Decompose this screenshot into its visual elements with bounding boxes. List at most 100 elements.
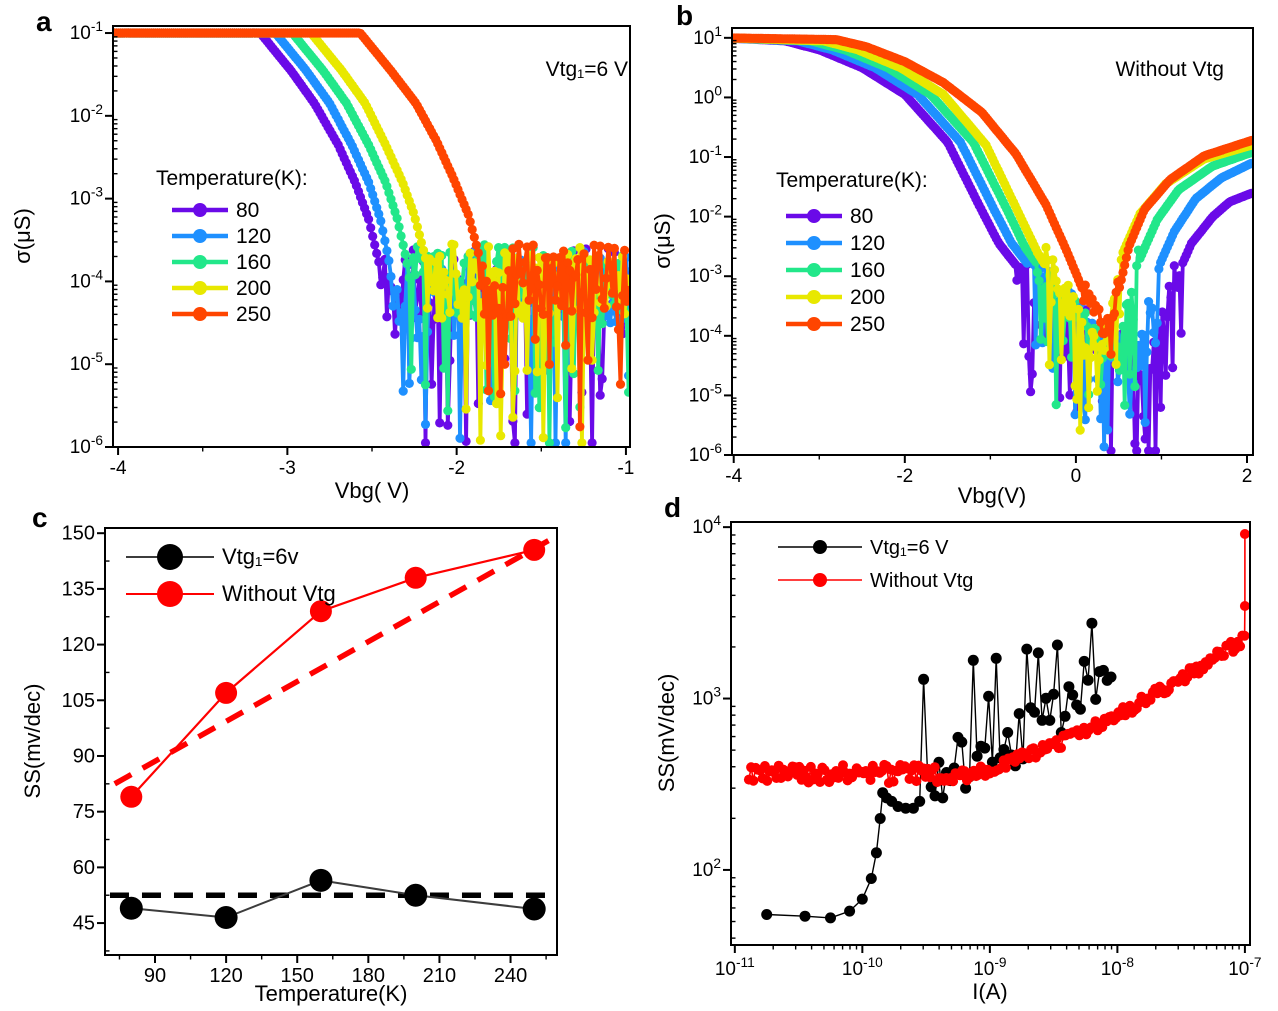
- panel-c-legend-item-1: Without Vtg: [222, 581, 336, 606]
- panel-a-legend-item-1: 120: [236, 225, 271, 248]
- panel-a-y-axis: 10-1 10-2 10-3 10-4 10-5 10-6: [70, 19, 118, 458]
- panel-b-legend-item-1: 120: [850, 232, 885, 255]
- svg-text:10-3: 10-3: [689, 262, 723, 287]
- svg-text:0: 0: [1071, 466, 1082, 487]
- panel-d-y-axis: 102 103 104: [692, 513, 736, 939]
- panel-c-series-markers-0: [119, 868, 546, 929]
- panel-b-annotation: Without Vtg: [1115, 58, 1224, 81]
- panel-b-y-axis-title: σ(μS): [650, 213, 675, 269]
- svg-text:10-1: 10-1: [689, 143, 722, 168]
- panel-c: 90 120 150 180 210 24045607590105120135150Tem…: [20, 523, 558, 1006]
- panel-a-series-markers-4: [113, 28, 630, 432]
- svg-text:10-1: 10-1: [70, 19, 103, 44]
- panel-c-trendline-1: [113, 538, 550, 787]
- panel-b-x-axis-title: Vbg(V): [958, 483, 1026, 508]
- panel-d-y-axis-title: SS(mV/dec): [654, 674, 679, 793]
- svg-text:75: 75: [73, 801, 95, 823]
- panel-b-legend-item-4: 250: [850, 313, 885, 336]
- svg-text:10-6: 10-6: [70, 433, 104, 458]
- svg-text:150: 150: [62, 523, 95, 545]
- svg-text:60: 60: [73, 857, 95, 879]
- svg-text:10-2: 10-2: [689, 203, 722, 228]
- svg-text:10-8: 10-8: [1101, 955, 1135, 980]
- svg-text:180: 180: [352, 965, 385, 987]
- panel-a-legend-item-0: 80: [236, 199, 259, 222]
- panel-d-label: d: [664, 492, 682, 523]
- svg-text:150: 150: [281, 965, 314, 987]
- panel-c-legend-item-0: Vtg₁=6v: [222, 544, 299, 569]
- panel-d-legend-item-0: Vtg₁=6 V: [870, 537, 949, 559]
- svg-text:-4: -4: [110, 458, 127, 479]
- svg-text:120: 120: [62, 634, 95, 656]
- svg-text:10-5: 10-5: [70, 350, 104, 375]
- panel-c-y-axis-title: SS(mv/dec): [20, 684, 45, 799]
- svg-text:-1: -1: [617, 458, 634, 479]
- panel-a-legend-title: Temperature(K):: [156, 167, 308, 190]
- svg-text:105: 105: [62, 690, 95, 712]
- panel-b-legend-item-3: 200: [850, 286, 885, 309]
- panel-c-x-axis: 90 120 150 180 210 240: [118, 955, 547, 987]
- svg-text:90: 90: [73, 745, 95, 767]
- svg-text:10-3: 10-3: [70, 185, 104, 210]
- svg-text:10-5: 10-5: [689, 381, 723, 406]
- panel-b-series: [732, 33, 1253, 455]
- svg-text:210: 210: [423, 965, 456, 987]
- panel-a-label: a: [36, 6, 52, 37]
- svg-text:-4: -4: [725, 466, 742, 487]
- svg-text:100: 100: [693, 83, 722, 108]
- panel-b-legend-title: Temperature(K):: [776, 169, 928, 192]
- svg-text:-2: -2: [896, 466, 913, 487]
- svg-text:10-7: 10-7: [1228, 955, 1261, 980]
- panel-c-series: [109, 538, 554, 929]
- panel-d: 10-11 10-10 10-9 10-8 10-7 102 103 104 I(A) SS(mV…: [654, 513, 1262, 1004]
- svg-text:102: 102: [692, 856, 721, 881]
- panel-c-legend: Vtg₁=6v Without Vtg: [126, 544, 336, 607]
- svg-text:10-4: 10-4: [689, 322, 723, 347]
- panel-d-legend: Vtg₁=6 V Without Vtg: [778, 537, 973, 592]
- svg-text:120: 120: [209, 965, 242, 987]
- svg-text:10-10: 10-10: [842, 955, 883, 980]
- panel-a-y-axis-title: σ(μS): [10, 208, 35, 264]
- svg-text:103: 103: [692, 685, 721, 710]
- svg-text:10-11: 10-11: [715, 955, 755, 980]
- panel-c-frame: [104, 527, 558, 956]
- panel-d-x-axis: 10-11 10-10 10-9 10-8 10-7: [715, 945, 1262, 980]
- panel-b-series-markers-4: [732, 33, 1253, 359]
- svg-text:10-4: 10-4: [70, 267, 104, 292]
- panel-a-x-axis: -4 -3 -2 -1: [110, 447, 634, 479]
- panel-a-legend-item-2: 160: [236, 251, 271, 274]
- svg-text:135: 135: [62, 578, 95, 600]
- svg-text:10-6: 10-6: [689, 441, 723, 466]
- panel-b-legend-item-0: 80: [850, 205, 873, 228]
- panel-a-x-axis-title: Vbg( V): [335, 478, 410, 503]
- panel-a-series: [113, 28, 630, 447]
- panel-c-series-markers-1: [120, 538, 546, 808]
- panel-c-label: c: [32, 502, 48, 533]
- svg-text:101: 101: [693, 24, 722, 49]
- panel-c-series-line-0: [131, 879, 535, 919]
- svg-text:10-2: 10-2: [70, 102, 103, 127]
- panel-a-legend-item-3: 200: [236, 277, 271, 300]
- svg-text:240: 240: [494, 965, 527, 987]
- panel-d-legend-item-1: Without Vtg: [870, 570, 973, 592]
- svg-text:90: 90: [144, 965, 166, 987]
- svg-text:-2: -2: [448, 458, 465, 479]
- panel-a-annotation: Vtg₁=6 V: [546, 58, 628, 81]
- panel-d-series-markers-1: [743, 529, 1250, 788]
- panel-b: -4 -2 0 2 101 100 10-1 10-2 10-3 10-4 10-5 10-6 Vbg(…: [650, 24, 1254, 508]
- svg-text:45: 45: [73, 913, 95, 935]
- panel-c-x-axis-title: Temperature(K): [255, 981, 408, 1006]
- panel-d-series: [743, 529, 1250, 924]
- panel-d-x-axis-title: I(A): [972, 979, 1007, 1004]
- panel-a-legend: Temperature(K): 80 120 160 200 250: [156, 167, 308, 326]
- svg-text:2: 2: [1242, 466, 1253, 487]
- panel-b-legend-item-2: 160: [850, 259, 885, 282]
- panel-b-label: b: [676, 0, 694, 31]
- svg-text:104: 104: [692, 513, 721, 538]
- panel-c-y-axis: 45 60 75 90 105 120 135 150: [62, 523, 110, 952]
- panel-a-legend-item-4: 250: [236, 303, 271, 326]
- panel-b-y-axis: 101 100 10-1 10-2 10-3 10-4 10-5 10-6: [689, 24, 737, 466]
- svg-text:-3: -3: [279, 458, 296, 479]
- panel-b-x-axis: -4 -2 0 2: [725, 455, 1252, 487]
